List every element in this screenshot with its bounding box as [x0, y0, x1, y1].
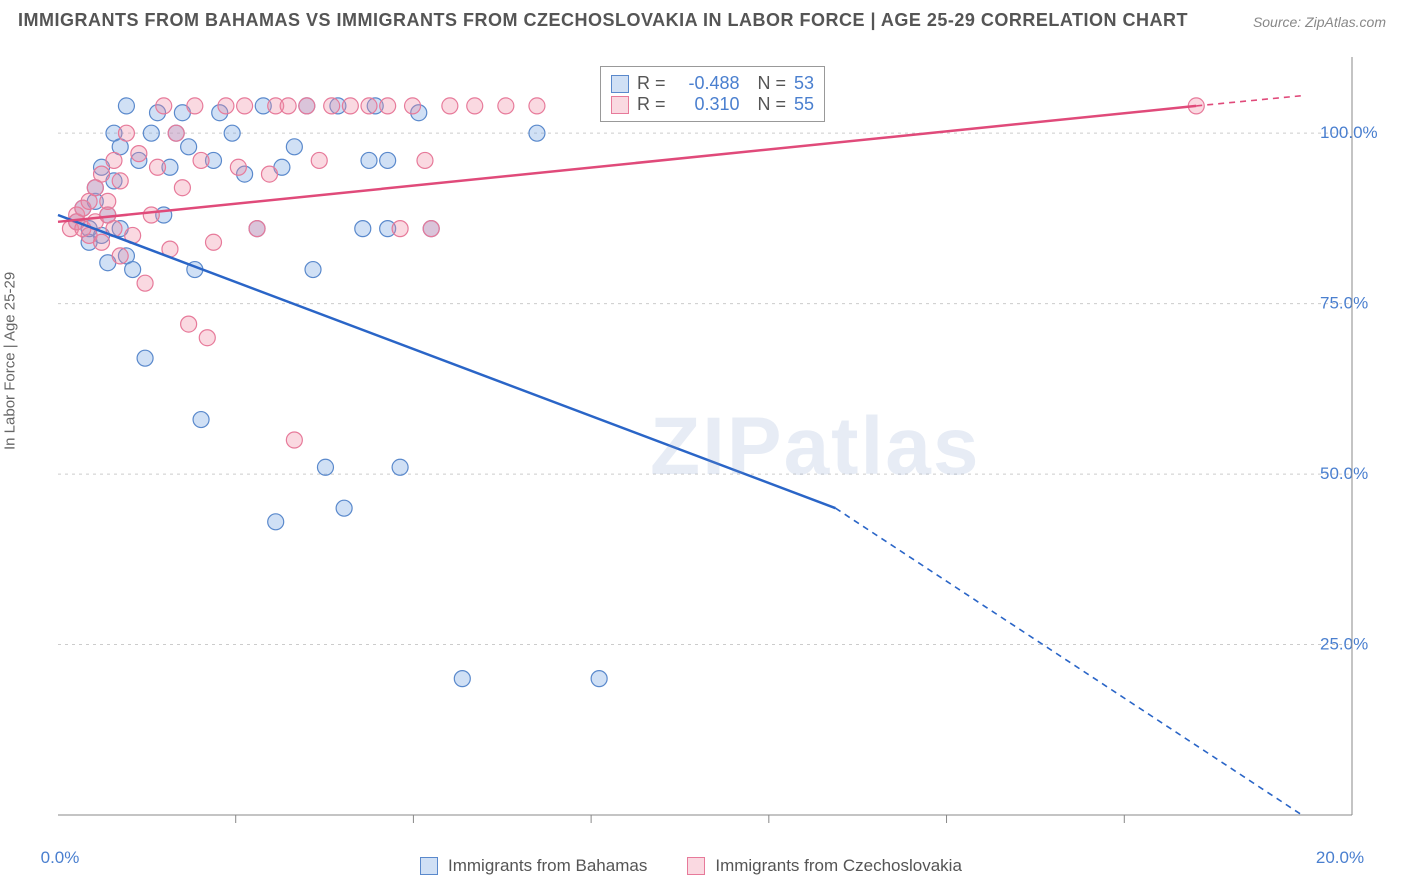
data-point — [305, 262, 321, 278]
data-point — [156, 98, 172, 114]
stats-legend: R = -0.488 N = 53 R = 0.310 N = 55 — [600, 66, 825, 122]
data-point — [118, 98, 134, 114]
chart-title: IMMIGRANTS FROM BAHAMAS VS IMMIGRANTS FR… — [18, 10, 1188, 31]
data-point — [286, 139, 302, 155]
legend-n-value: 53 — [794, 73, 814, 94]
data-point — [181, 139, 197, 155]
series-legend: Immigrants from Bahamas Immigrants from C… — [420, 856, 962, 876]
data-point — [380, 98, 396, 114]
data-point — [224, 125, 240, 141]
data-point — [206, 234, 222, 250]
data-point — [286, 432, 302, 448]
legend-r-label: R = — [637, 94, 666, 115]
data-point — [112, 248, 128, 264]
data-point — [311, 152, 327, 168]
data-point — [94, 234, 110, 250]
trend-line — [58, 106, 1196, 222]
legend-series-name: Immigrants from Czechoslovakia — [715, 856, 962, 876]
data-point — [193, 152, 209, 168]
data-point — [150, 159, 166, 175]
legend-n-label: N = — [758, 73, 787, 94]
trend-line-extrapolated — [836, 508, 1303, 815]
legend-swatch — [611, 96, 629, 114]
data-point — [118, 125, 134, 141]
legend-r-label: R = — [637, 73, 666, 94]
data-point — [392, 459, 408, 475]
data-point — [498, 98, 514, 114]
data-point — [417, 152, 433, 168]
ytick-label: 100.0% — [1320, 123, 1378, 142]
data-point — [137, 350, 153, 366]
data-point — [405, 98, 421, 114]
legend-n-label: N = — [758, 94, 787, 115]
legend-r-value: -0.488 — [674, 73, 740, 94]
ytick-label: 25.0% — [1320, 635, 1368, 654]
data-point — [174, 180, 190, 196]
data-point — [143, 207, 159, 223]
data-point — [218, 98, 234, 114]
chart-area: 25.0%50.0%75.0%100.0%0.0%20.0% — [50, 45, 1310, 835]
legend-r-value: 0.310 — [674, 94, 740, 115]
data-point — [380, 152, 396, 168]
chart-svg: 25.0%50.0%75.0%100.0%0.0%20.0% — [50, 45, 1310, 835]
data-point — [355, 221, 371, 237]
legend-row: R = 0.310 N = 55 — [611, 94, 814, 115]
data-point — [342, 98, 358, 114]
data-point — [467, 98, 483, 114]
data-point — [336, 500, 352, 516]
xtick-label: 20.0% — [1316, 848, 1364, 867]
legend-swatch — [420, 857, 438, 875]
data-point — [324, 98, 340, 114]
data-point — [392, 221, 408, 237]
data-point — [361, 152, 377, 168]
legend-swatch — [687, 857, 705, 875]
data-point — [230, 159, 246, 175]
legend-row: R = -0.488 N = 53 — [611, 73, 814, 94]
data-point — [261, 166, 277, 182]
data-point — [193, 412, 209, 428]
data-point — [168, 125, 184, 141]
trend-line-extrapolated — [1196, 96, 1302, 106]
data-point — [94, 166, 110, 182]
legend-series-name: Immigrants from Bahamas — [448, 856, 647, 876]
data-point — [529, 98, 545, 114]
data-point — [361, 98, 377, 114]
data-point — [442, 98, 458, 114]
data-point — [143, 125, 159, 141]
xtick-label: 0.0% — [41, 848, 80, 867]
y-axis-label: In Labor Force | Age 25-29 — [2, 272, 19, 450]
ytick-label: 50.0% — [1320, 464, 1368, 483]
ytick-label: 75.0% — [1320, 294, 1368, 313]
source-label: Source: ZipAtlas.com — [1253, 14, 1386, 30]
legend-n-value: 55 — [794, 94, 814, 115]
data-point — [299, 98, 315, 114]
data-point — [529, 125, 545, 141]
data-point — [131, 146, 147, 162]
data-point — [268, 514, 284, 530]
data-point — [125, 262, 141, 278]
data-point — [454, 671, 470, 687]
data-point — [187, 98, 203, 114]
data-point — [199, 330, 215, 346]
data-point — [237, 98, 253, 114]
data-point — [181, 316, 197, 332]
data-point — [137, 275, 153, 291]
data-point — [100, 193, 116, 209]
legend-swatch — [611, 75, 629, 93]
legend-item: Immigrants from Czechoslovakia — [687, 856, 962, 876]
trend-line — [58, 215, 836, 508]
data-point — [106, 152, 122, 168]
data-point — [591, 671, 607, 687]
data-point — [423, 221, 439, 237]
data-point — [280, 98, 296, 114]
legend-item: Immigrants from Bahamas — [420, 856, 647, 876]
data-point — [112, 173, 128, 189]
data-point — [249, 221, 265, 237]
data-point — [317, 459, 333, 475]
